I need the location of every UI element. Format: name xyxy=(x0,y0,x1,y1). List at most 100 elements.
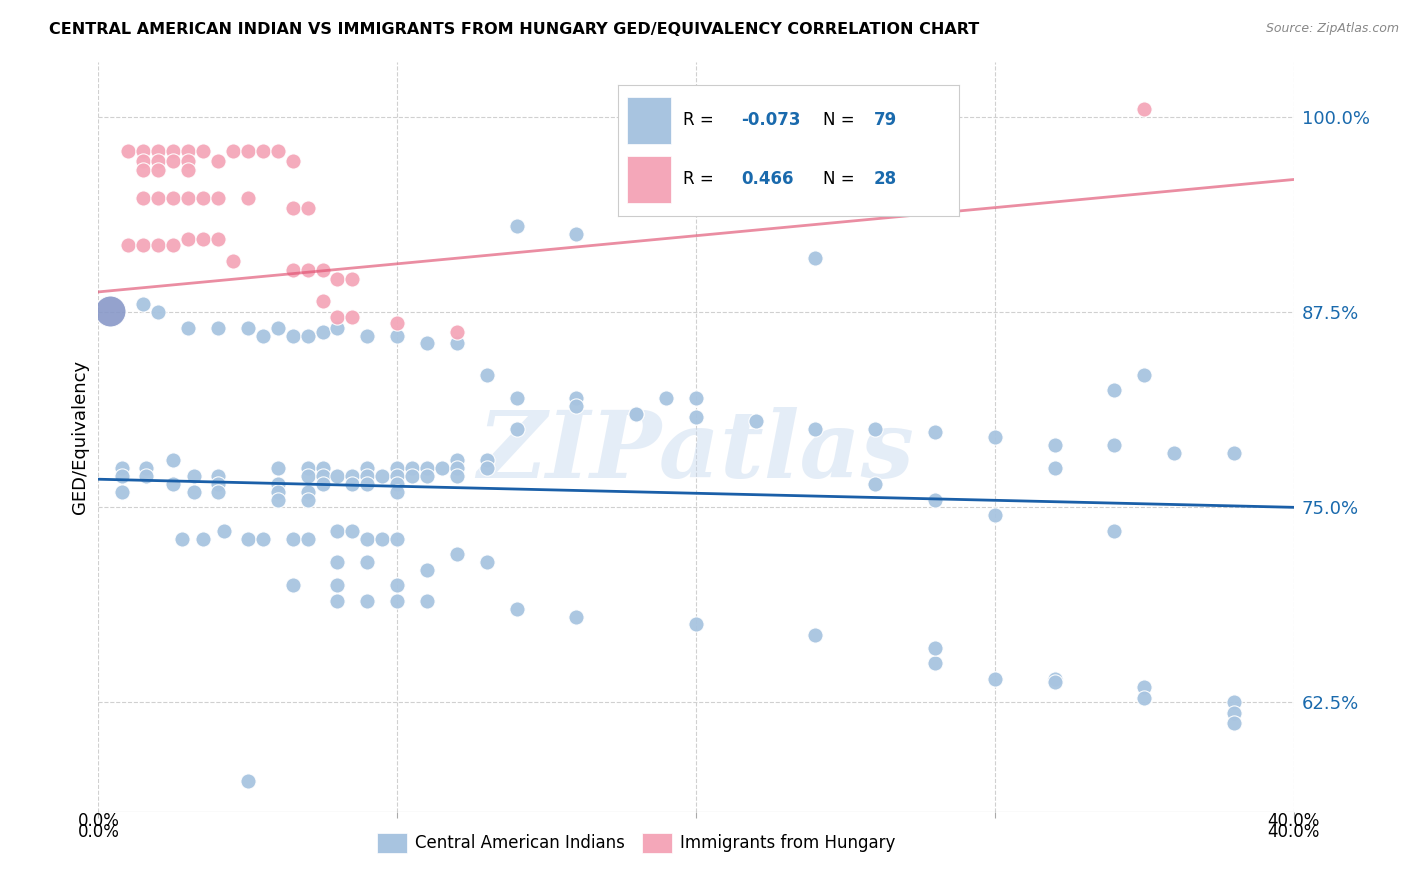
Point xyxy=(342,524,364,538)
Point xyxy=(475,555,498,569)
Point xyxy=(132,238,155,252)
Point xyxy=(506,422,529,436)
Point xyxy=(385,469,409,483)
Point xyxy=(148,238,170,252)
Point xyxy=(281,578,304,592)
Point xyxy=(1133,680,1156,694)
Point xyxy=(207,484,229,499)
Point xyxy=(297,484,319,499)
Point xyxy=(984,672,1007,686)
Point xyxy=(117,145,139,159)
Point xyxy=(371,532,394,546)
Point xyxy=(311,294,333,309)
Point xyxy=(162,476,184,491)
Point xyxy=(924,425,946,440)
Point xyxy=(924,657,946,671)
Point xyxy=(111,469,134,483)
Point xyxy=(267,320,290,334)
Point xyxy=(342,476,364,491)
Point xyxy=(356,555,378,569)
Point xyxy=(135,469,157,483)
Point xyxy=(132,163,155,178)
Point xyxy=(172,532,194,546)
Point xyxy=(177,163,200,178)
Point xyxy=(252,532,274,546)
Point xyxy=(177,145,200,159)
Point xyxy=(207,191,229,205)
Point xyxy=(267,145,290,159)
Point xyxy=(132,297,155,311)
Point xyxy=(416,336,439,351)
Point xyxy=(177,232,200,246)
Point xyxy=(207,232,229,246)
Point xyxy=(685,409,707,424)
Point xyxy=(385,578,409,592)
Legend: Central American Indians, Immigrants from Hungary: Central American Indians, Immigrants fro… xyxy=(370,826,903,860)
Point xyxy=(111,461,134,475)
Point xyxy=(236,191,259,205)
Point xyxy=(207,153,229,168)
Point xyxy=(506,391,529,405)
Point xyxy=(385,316,409,330)
Point xyxy=(326,469,349,483)
Text: CENTRAL AMERICAN INDIAN VS IMMIGRANTS FROM HUNGARY GED/EQUIVALENCY CORRELATION C: CENTRAL AMERICAN INDIAN VS IMMIGRANTS FR… xyxy=(49,22,980,37)
Point xyxy=(207,320,229,334)
Point xyxy=(565,227,588,241)
Point xyxy=(416,461,439,475)
Text: 40.0%: 40.0% xyxy=(1267,822,1320,841)
Point xyxy=(356,328,378,343)
Point xyxy=(281,532,304,546)
Point xyxy=(98,303,122,318)
Point xyxy=(1223,706,1246,721)
Point xyxy=(191,232,214,246)
Point xyxy=(626,407,648,421)
Point xyxy=(207,469,229,483)
Point xyxy=(685,617,707,632)
Point xyxy=(984,430,1007,444)
Point xyxy=(135,461,157,475)
Point xyxy=(446,336,468,351)
Text: 0.0%: 0.0% xyxy=(77,812,120,830)
Point xyxy=(326,272,349,286)
Point xyxy=(177,320,200,334)
Point xyxy=(132,145,155,159)
Point xyxy=(267,461,290,475)
Point xyxy=(183,469,205,483)
Point xyxy=(1133,102,1156,116)
Point xyxy=(804,628,827,642)
Point xyxy=(117,238,139,252)
Point xyxy=(177,191,200,205)
Text: 40.0%: 40.0% xyxy=(1267,812,1320,830)
Point xyxy=(385,461,409,475)
Point xyxy=(356,594,378,608)
Point xyxy=(191,145,214,159)
Point xyxy=(252,145,274,159)
Point xyxy=(162,453,184,467)
Point xyxy=(326,594,349,608)
Point xyxy=(385,328,409,343)
Point xyxy=(565,399,588,413)
Point xyxy=(1223,696,1246,710)
Point xyxy=(865,476,887,491)
Point xyxy=(804,251,827,265)
Point xyxy=(685,391,707,405)
Point xyxy=(191,532,214,546)
Point xyxy=(281,153,304,168)
Point xyxy=(385,484,409,499)
Point xyxy=(1163,445,1185,459)
Point xyxy=(148,145,170,159)
Point xyxy=(446,469,468,483)
Point xyxy=(162,238,184,252)
Point xyxy=(446,461,468,475)
Point xyxy=(416,563,439,577)
Point xyxy=(984,508,1007,523)
Point xyxy=(565,609,588,624)
Point xyxy=(297,532,319,546)
Point xyxy=(565,391,588,405)
Point xyxy=(311,469,333,483)
Point xyxy=(1104,524,1126,538)
Point xyxy=(222,253,245,268)
Point xyxy=(430,461,453,475)
Point xyxy=(281,328,304,343)
Point xyxy=(326,310,349,324)
